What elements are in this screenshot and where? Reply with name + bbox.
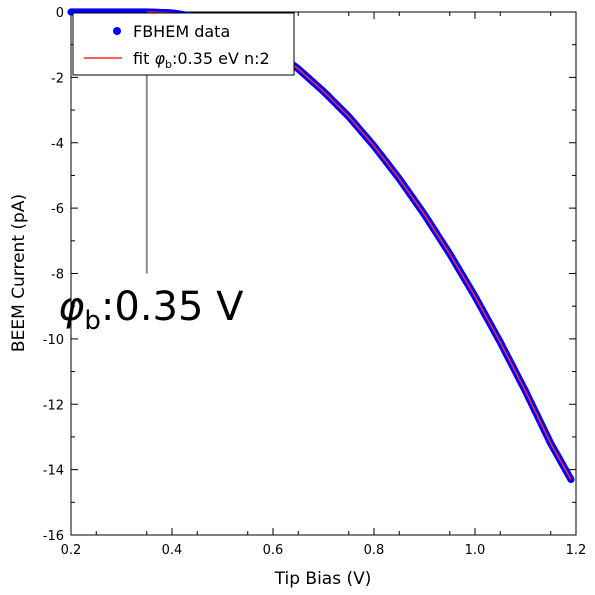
y-tick-label: -14 xyxy=(43,464,64,479)
y-tick-label: -12 xyxy=(43,398,64,413)
data-point xyxy=(567,475,575,484)
legend: FBHEM data fit φb:0.35 eV n:2 xyxy=(72,12,295,76)
x-tick-label: 1.0 xyxy=(465,543,486,558)
y-axis-title: BEEM Current (pA) xyxy=(9,194,29,352)
y-tick-label: 0 xyxy=(56,6,64,21)
y-tick-label: -2 xyxy=(51,71,64,86)
x-tick-label: 0.6 xyxy=(263,543,284,558)
annotation-rest: :0.35 V xyxy=(101,284,244,330)
y-tick-label: -8 xyxy=(51,268,64,283)
x-axis-title: Tip Bias (V) xyxy=(274,569,372,589)
annotation: φb:0.35 V xyxy=(58,12,244,336)
legend-fit-name: fit xyxy=(133,49,149,68)
y-tick-label: -6 xyxy=(51,202,64,217)
annotation-phi: φ xyxy=(58,284,84,330)
x-tick-label: 0.4 xyxy=(162,543,183,558)
legend-fit-rest: :0.35 eV n:2 xyxy=(172,49,270,68)
ticks: 0.2 0.4 0.6 0.8 1.0 1.2 0 -2 -4 -6 -8 -10 -12 -14 -16 xyxy=(43,6,587,558)
legend-label-data: FBHEM data xyxy=(133,22,230,41)
y-tick-label: -16 xyxy=(43,529,64,544)
legend-label-fit: fit φb:0.35 eV n:2 xyxy=(133,49,270,71)
legend-fit-sub: b xyxy=(165,58,172,71)
legend-box xyxy=(72,12,295,76)
y-tick-label: -10 xyxy=(43,333,64,348)
annotation-sub: b xyxy=(84,306,101,336)
x-tick-label: 0.2 xyxy=(61,543,82,558)
annotation-label: φb:0.35 V xyxy=(58,284,244,336)
y-tick-label: -4 xyxy=(51,137,64,152)
legend-fit-phi: φ xyxy=(154,49,165,68)
legend-marker-data xyxy=(113,27,121,35)
x-tick-label: 1.2 xyxy=(566,543,587,558)
x-tick-label: 0.8 xyxy=(364,543,385,558)
series xyxy=(67,8,575,484)
fit-line xyxy=(146,11,572,480)
